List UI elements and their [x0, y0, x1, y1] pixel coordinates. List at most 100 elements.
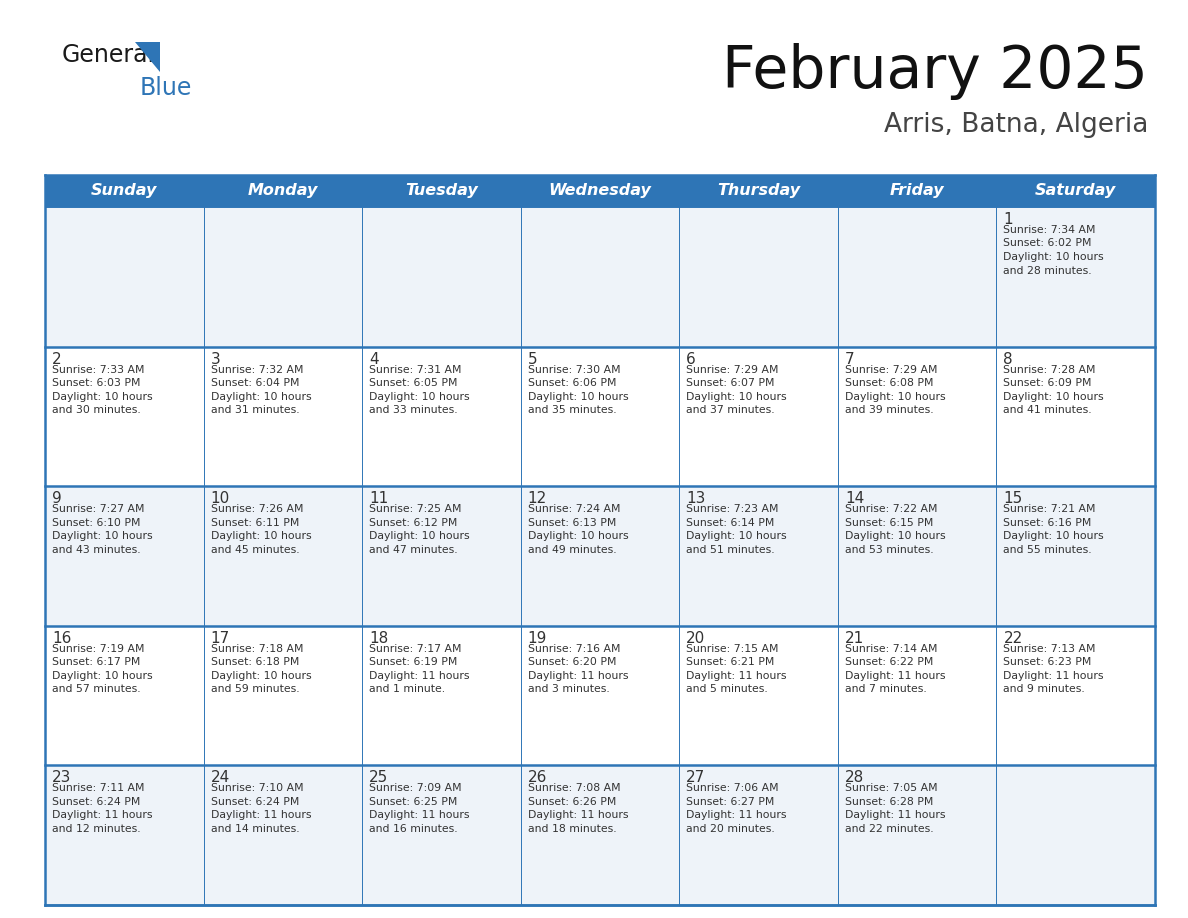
Bar — [680, 175, 838, 207]
Text: and 5 minutes.: and 5 minutes. — [687, 684, 767, 694]
Text: and 33 minutes.: and 33 minutes. — [369, 405, 457, 415]
Text: Sunset: 6:26 PM: Sunset: 6:26 PM — [527, 797, 617, 807]
Text: Daylight: 11 hours: Daylight: 11 hours — [845, 671, 946, 681]
Text: Sunrise: 7:22 AM: Sunrise: 7:22 AM — [845, 504, 937, 514]
Text: Sunrise: 7:13 AM: Sunrise: 7:13 AM — [1004, 644, 1095, 654]
Text: and 30 minutes.: and 30 minutes. — [52, 405, 140, 415]
Bar — [45, 207, 203, 347]
Text: Tuesday: Tuesday — [405, 184, 478, 198]
Text: Sunset: 6:28 PM: Sunset: 6:28 PM — [845, 797, 934, 807]
Text: Daylight: 11 hours: Daylight: 11 hours — [369, 811, 469, 821]
Text: Sunrise: 7:23 AM: Sunrise: 7:23 AM — [687, 504, 779, 514]
Text: Daylight: 10 hours: Daylight: 10 hours — [369, 532, 469, 542]
Text: 10: 10 — [210, 491, 229, 506]
Text: Arris, Batna, Algeria: Arris, Batna, Algeria — [884, 112, 1148, 138]
Text: Daylight: 10 hours: Daylight: 10 hours — [369, 392, 469, 401]
Bar — [997, 347, 1155, 487]
Text: and 47 minutes.: and 47 minutes. — [369, 544, 457, 554]
Bar — [838, 207, 997, 347]
Text: 5: 5 — [527, 352, 537, 366]
Text: and 39 minutes.: and 39 minutes. — [845, 405, 934, 415]
Text: Sunset: 6:23 PM: Sunset: 6:23 PM — [1004, 657, 1092, 667]
Text: 8: 8 — [1004, 352, 1013, 366]
Text: Saturday: Saturday — [1035, 184, 1117, 198]
Text: 22: 22 — [1004, 631, 1023, 645]
Bar — [680, 207, 838, 347]
Text: Sunset: 6:15 PM: Sunset: 6:15 PM — [845, 518, 934, 528]
Text: Daylight: 10 hours: Daylight: 10 hours — [210, 532, 311, 542]
Text: Sunset: 6:16 PM: Sunset: 6:16 PM — [1004, 518, 1092, 528]
Text: and 53 minutes.: and 53 minutes. — [845, 544, 934, 554]
Bar — [997, 487, 1155, 626]
Bar — [680, 766, 838, 905]
Text: Daylight: 10 hours: Daylight: 10 hours — [845, 532, 946, 542]
Text: Sunset: 6:12 PM: Sunset: 6:12 PM — [369, 518, 457, 528]
Text: 28: 28 — [845, 770, 864, 786]
Bar — [997, 626, 1155, 766]
Text: 24: 24 — [210, 770, 229, 786]
Text: and 37 minutes.: and 37 minutes. — [687, 405, 775, 415]
Text: Daylight: 11 hours: Daylight: 11 hours — [369, 671, 469, 681]
Text: Sunrise: 7:30 AM: Sunrise: 7:30 AM — [527, 364, 620, 375]
Text: Daylight: 11 hours: Daylight: 11 hours — [1004, 671, 1104, 681]
Text: Daylight: 10 hours: Daylight: 10 hours — [527, 392, 628, 401]
Text: and 14 minutes.: and 14 minutes. — [210, 823, 299, 834]
Text: Sunrise: 7:08 AM: Sunrise: 7:08 AM — [527, 783, 620, 793]
Text: and 1 minute.: and 1 minute. — [369, 684, 446, 694]
Text: Sunrise: 7:32 AM: Sunrise: 7:32 AM — [210, 364, 303, 375]
Bar — [45, 487, 203, 626]
Text: Sunrise: 7:25 AM: Sunrise: 7:25 AM — [369, 504, 462, 514]
Text: Sunset: 6:17 PM: Sunset: 6:17 PM — [52, 657, 140, 667]
Text: Sunrise: 7:10 AM: Sunrise: 7:10 AM — [210, 783, 303, 793]
Text: and 45 minutes.: and 45 minutes. — [210, 544, 299, 554]
Text: Sunrise: 7:31 AM: Sunrise: 7:31 AM — [369, 364, 462, 375]
Text: Sunset: 6:04 PM: Sunset: 6:04 PM — [210, 378, 299, 388]
Text: Daylight: 10 hours: Daylight: 10 hours — [687, 532, 786, 542]
Bar — [362, 207, 520, 347]
Bar — [203, 766, 362, 905]
Text: General: General — [62, 43, 156, 67]
Text: and 28 minutes.: and 28 minutes. — [1004, 265, 1092, 275]
Bar — [838, 487, 997, 626]
Text: Daylight: 11 hours: Daylight: 11 hours — [210, 811, 311, 821]
Text: and 59 minutes.: and 59 minutes. — [210, 684, 299, 694]
Text: and 41 minutes.: and 41 minutes. — [1004, 405, 1092, 415]
Text: Sunset: 6:09 PM: Sunset: 6:09 PM — [1004, 378, 1092, 388]
Text: Sunrise: 7:09 AM: Sunrise: 7:09 AM — [369, 783, 462, 793]
Bar — [362, 175, 520, 207]
Text: 13: 13 — [687, 491, 706, 506]
Text: Sunset: 6:20 PM: Sunset: 6:20 PM — [527, 657, 617, 667]
Bar — [362, 626, 520, 766]
Bar — [680, 626, 838, 766]
Text: Daylight: 10 hours: Daylight: 10 hours — [210, 671, 311, 681]
Bar — [520, 766, 680, 905]
Bar — [838, 626, 997, 766]
Text: Sunset: 6:02 PM: Sunset: 6:02 PM — [1004, 239, 1092, 249]
Text: 14: 14 — [845, 491, 864, 506]
Bar — [362, 347, 520, 487]
Text: 21: 21 — [845, 631, 864, 645]
Text: Daylight: 11 hours: Daylight: 11 hours — [845, 811, 946, 821]
Polygon shape — [135, 42, 160, 72]
Text: and 9 minutes.: and 9 minutes. — [1004, 684, 1085, 694]
Text: 12: 12 — [527, 491, 546, 506]
Text: Sunrise: 7:34 AM: Sunrise: 7:34 AM — [1004, 225, 1095, 235]
Text: Sunrise: 7:27 AM: Sunrise: 7:27 AM — [52, 504, 145, 514]
Text: Monday: Monday — [247, 184, 318, 198]
Text: Daylight: 10 hours: Daylight: 10 hours — [1004, 252, 1104, 262]
Text: and 51 minutes.: and 51 minutes. — [687, 544, 775, 554]
Text: Sunset: 6:03 PM: Sunset: 6:03 PM — [52, 378, 140, 388]
Text: Sunset: 6:07 PM: Sunset: 6:07 PM — [687, 378, 775, 388]
Bar — [520, 175, 680, 207]
Text: and 16 minutes.: and 16 minutes. — [369, 823, 457, 834]
Bar — [680, 347, 838, 487]
Text: 4: 4 — [369, 352, 379, 366]
Bar — [203, 487, 362, 626]
Text: Sunset: 6:22 PM: Sunset: 6:22 PM — [845, 657, 934, 667]
Text: Sunset: 6:24 PM: Sunset: 6:24 PM — [210, 797, 299, 807]
Text: Sunset: 6:06 PM: Sunset: 6:06 PM — [527, 378, 617, 388]
Text: Blue: Blue — [140, 76, 192, 100]
Text: and 43 minutes.: and 43 minutes. — [52, 544, 140, 554]
Text: 1: 1 — [1004, 212, 1013, 227]
Bar — [203, 207, 362, 347]
